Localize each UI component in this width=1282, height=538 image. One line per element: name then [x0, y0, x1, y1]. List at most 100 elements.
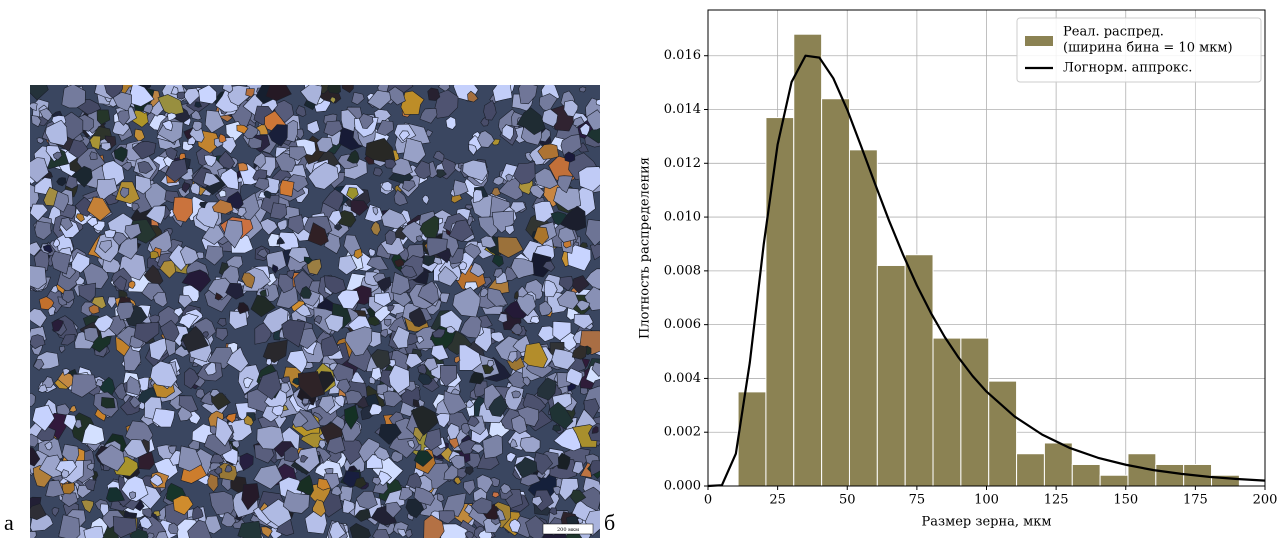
grain — [104, 135, 117, 149]
grain — [552, 320, 572, 341]
panel-label: а — [4, 510, 14, 535]
grain — [75, 275, 85, 286]
grain — [417, 373, 433, 385]
grain — [213, 466, 223, 475]
histogram-bar — [1016, 453, 1045, 487]
grain — [327, 85, 341, 94]
grain — [329, 521, 347, 538]
grain — [452, 179, 469, 197]
grain — [209, 389, 221, 398]
histogram-bar — [876, 264, 906, 487]
grain — [446, 422, 460, 440]
grain — [52, 238, 61, 248]
grain — [117, 110, 130, 126]
grain — [223, 219, 244, 249]
grain — [320, 335, 340, 357]
histogram-bar — [1043, 442, 1073, 487]
scale-bar-label: 200 мкм — [557, 527, 579, 533]
grain — [580, 387, 589, 395]
grain — [89, 135, 101, 151]
grain — [341, 418, 362, 442]
grain — [260, 526, 273, 538]
grain — [91, 296, 107, 310]
grain — [583, 398, 600, 420]
grain — [439, 292, 450, 304]
grain — [176, 91, 186, 100]
grain — [210, 392, 231, 411]
grain — [433, 256, 443, 265]
grain — [243, 377, 254, 389]
grain — [53, 190, 69, 213]
grain — [30, 308, 48, 328]
grain — [584, 286, 600, 311]
grain — [178, 395, 199, 413]
x-tick-label: 50 — [839, 493, 856, 508]
grain — [207, 277, 236, 301]
histogram-bar — [821, 98, 850, 487]
grain — [344, 404, 359, 430]
grain — [336, 289, 360, 310]
grain — [287, 214, 305, 235]
grain — [181, 182, 191, 194]
grain — [78, 282, 96, 303]
plot-frame — [707, 9, 1266, 487]
grain — [344, 326, 373, 357]
grain — [194, 101, 203, 108]
grain — [181, 269, 211, 293]
grain — [493, 268, 503, 278]
grain — [464, 204, 474, 210]
grain — [65, 175, 78, 190]
grain — [39, 108, 54, 122]
grain — [168, 522, 179, 535]
grain — [167, 112, 177, 122]
grain — [328, 209, 343, 227]
grain — [145, 205, 166, 225]
grain — [400, 265, 418, 279]
grain — [468, 371, 485, 385]
grain — [241, 272, 256, 289]
grain — [488, 394, 509, 417]
grain — [553, 186, 582, 212]
grain — [30, 241, 42, 257]
grain — [344, 389, 363, 405]
grain — [482, 434, 503, 459]
legend-label: Логнорм. аппрокс. — [1063, 61, 1192, 76]
grain — [353, 477, 367, 489]
grain — [558, 478, 579, 501]
grain — [551, 348, 576, 370]
grain — [83, 327, 99, 343]
grain — [390, 271, 411, 295]
grain — [422, 255, 436, 267]
grain — [537, 377, 557, 401]
grain — [204, 154, 217, 167]
grain — [30, 392, 36, 407]
grain — [533, 226, 550, 246]
grain — [280, 382, 291, 394]
grain — [243, 414, 254, 427]
grain — [373, 446, 391, 461]
grain — [263, 190, 272, 199]
grain — [165, 147, 178, 161]
grain — [292, 411, 309, 428]
grain — [458, 344, 482, 371]
grain — [552, 424, 562, 432]
grain — [95, 379, 103, 388]
panel-label: б — [604, 510, 615, 535]
grain — [509, 438, 518, 448]
grain — [497, 313, 508, 323]
grain — [236, 124, 249, 134]
grain — [368, 248, 376, 257]
grain — [276, 236, 286, 245]
y-tick-label: 0.016 — [664, 48, 701, 63]
grain — [566, 244, 592, 272]
grain — [161, 120, 173, 132]
grain — [226, 346, 249, 373]
grain — [187, 136, 197, 146]
grain — [579, 86, 587, 93]
grain — [128, 280, 136, 289]
grain — [371, 476, 382, 486]
grain — [508, 518, 521, 533]
grain — [248, 136, 263, 149]
grain — [87, 463, 95, 471]
grain — [33, 359, 45, 371]
